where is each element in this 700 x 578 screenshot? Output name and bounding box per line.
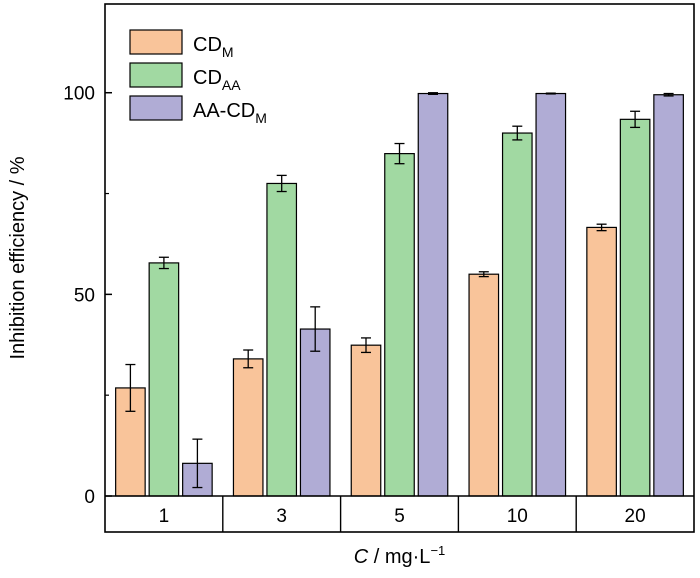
bar-cd-m [586,226,617,497]
y-axis-title: Inhibition efficiency / % [7,156,29,359]
bar-cd-aa [501,132,533,497]
x-axis-title-unit: / mg·L [368,546,430,568]
bar-cd-aa [148,262,180,497]
bar-aa-cd-m [417,92,449,497]
legend-swatch [129,62,183,88]
y-tick-label: 50 [74,285,95,306]
y-tick-label: 0 [84,487,95,508]
legend-label: CDM [193,34,234,60]
legend: CDM CDAA AA-CDM [129,29,267,126]
legend-swatch [129,29,183,55]
x-axis-title: C / mg·L−1 [354,543,446,568]
legend-label: CDAA [193,67,241,93]
x-tick-label: 10 [507,506,528,527]
legend-swatch [129,95,183,121]
y-axis: 0 50 100 [63,84,112,508]
x-tick-label: 1 [159,506,170,527]
bar-aa-cd-m [653,94,684,497]
plot-frame [104,3,695,533]
x-tick-label: 20 [625,506,646,527]
legend-label: AA-CDM [193,100,267,126]
bar-cd-aa [384,153,415,497]
bar-groups [115,92,684,497]
x-axis-title-variable: C [354,546,369,568]
bar-cd-m [350,344,382,497]
x-axis: 1 3 5 10 20 [105,495,694,532]
bar-cd-m [232,358,264,497]
x-axis-title-exponent: −1 [430,543,445,558]
y-tick-label: 100 [63,84,95,105]
bar-cd-aa [266,182,298,497]
bar-aa-cd-m [299,328,331,497]
bar-cd-aa [619,118,651,497]
x-tick-label: 5 [394,506,405,527]
bar-aa-cd-m [535,92,567,497]
x-tick-label: 3 [276,506,287,527]
bar-cd-m [468,273,500,497]
